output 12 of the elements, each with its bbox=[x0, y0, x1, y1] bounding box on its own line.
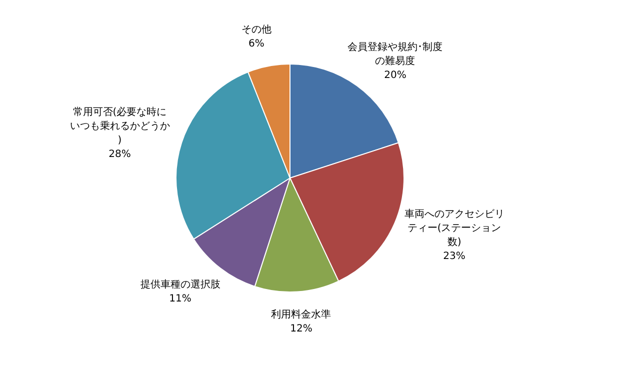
data-label: 23% bbox=[443, 250, 466, 262]
data-label: 12% bbox=[290, 323, 312, 334]
data-label: 20% bbox=[384, 70, 406, 82]
slice-label: 常用可否(必要な時にいつも乗れるかどうか) bbox=[70, 106, 170, 146]
slice-label: 会員登録や規約･制度の難易度 bbox=[348, 41, 443, 68]
data-label: 28% bbox=[108, 149, 131, 160]
slice-label: その他 bbox=[241, 23, 272, 36]
slice-label: 車両へのアクセシビリティー(ステーション数) bbox=[404, 208, 504, 248]
slice-label: 提供車種の選択肢 bbox=[140, 278, 220, 291]
data-label: 11% bbox=[169, 294, 192, 305]
data-label: 6% bbox=[248, 38, 264, 50]
slice-label: 利用料金水準 bbox=[271, 308, 332, 320]
